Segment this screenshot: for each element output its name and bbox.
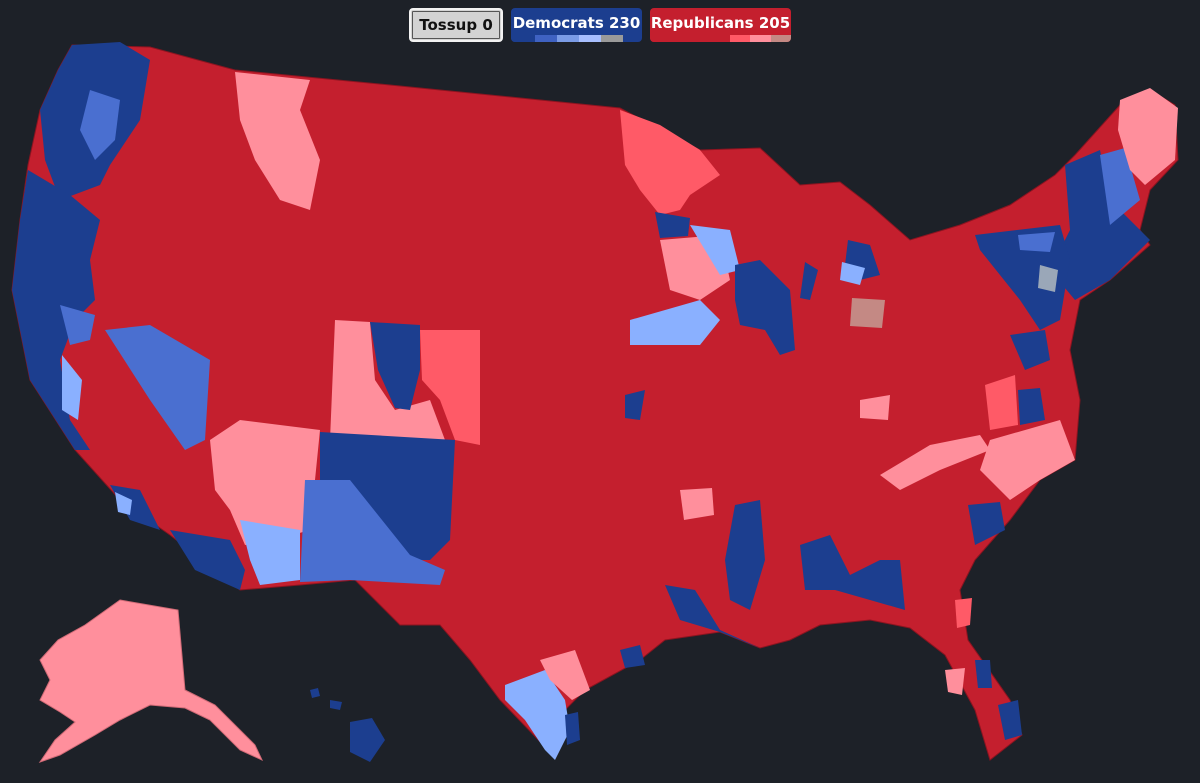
democrats-rating-bar xyxy=(511,35,642,42)
district-lean-r[interactable] xyxy=(235,72,320,210)
rating-segment xyxy=(650,35,708,42)
tossup-button[interactable]: Tossup 0 xyxy=(409,8,503,42)
hawaii-region[interactable] xyxy=(310,688,385,762)
district-lean-r[interactable] xyxy=(540,650,590,700)
district-lean-r[interactable] xyxy=(210,420,320,545)
rating-segment xyxy=(771,35,791,42)
district-safe-d[interactable] xyxy=(665,585,760,648)
alaska-region[interactable] xyxy=(38,599,264,763)
district-safe-d[interactable] xyxy=(725,500,765,610)
district-safe-d[interactable] xyxy=(998,700,1022,740)
district-safe-d[interactable] xyxy=(320,432,455,560)
district-lean-d[interactable] xyxy=(62,355,82,420)
district-likely-d[interactable] xyxy=(80,90,120,160)
district-safe-d[interactable] xyxy=(170,530,245,590)
district-likely-r[interactable] xyxy=(955,598,972,628)
republicans-rating-bar xyxy=(650,35,791,42)
rating-segment xyxy=(601,35,623,42)
district-safe-d[interactable] xyxy=(655,212,690,238)
district-safe-d[interactable] xyxy=(1018,388,1045,425)
district-likely-d[interactable] xyxy=(60,305,95,345)
district-lean-d[interactable] xyxy=(115,492,132,515)
district-safe-d[interactable] xyxy=(968,502,1005,545)
district-safe-d[interactable] xyxy=(565,712,580,745)
district-safe-d[interactable] xyxy=(1010,330,1050,370)
district-safe-d[interactable] xyxy=(800,535,905,610)
democrats-label: Democrats 230 xyxy=(512,14,641,32)
district-safe-d[interactable] xyxy=(625,390,645,420)
district-lean-d[interactable] xyxy=(840,262,865,285)
district-lean-d[interactable] xyxy=(690,225,740,275)
district-likely-d[interactable] xyxy=(1018,232,1055,252)
district-tilt-d[interactable] xyxy=(1038,265,1058,292)
district-safe-d[interactable] xyxy=(370,322,420,410)
rating-segment xyxy=(535,35,557,42)
district-safe-d[interactable] xyxy=(800,262,818,300)
rating-segment xyxy=(511,35,535,42)
rating-segment xyxy=(557,35,579,42)
district-lean-r[interactable] xyxy=(1118,88,1178,185)
republicans-label: Republicans 205 xyxy=(650,14,791,32)
district-lean-r[interactable] xyxy=(680,488,714,520)
district-likely-d[interactable] xyxy=(300,480,445,585)
district-likely-r[interactable] xyxy=(620,110,720,215)
district-lean-d[interactable] xyxy=(240,520,300,585)
district-safe-d[interactable] xyxy=(735,260,795,355)
rating-segment xyxy=(708,35,730,42)
district-safe-d[interactable] xyxy=(975,660,992,688)
rating-segment xyxy=(579,35,601,42)
district-lean-r[interactable] xyxy=(330,320,445,440)
district-lean-r[interactable] xyxy=(980,420,1075,500)
map-districts xyxy=(12,42,1178,760)
district-lean-r[interactable] xyxy=(860,395,890,420)
district-safe-d[interactable] xyxy=(1050,150,1150,300)
district-likely-d[interactable] xyxy=(105,325,210,450)
district-lean-d[interactable] xyxy=(630,300,720,345)
district-tilt-r[interactable] xyxy=(850,298,885,328)
rating-segment xyxy=(750,35,771,42)
district-lean-d[interactable] xyxy=(505,670,570,760)
district-lean-r[interactable] xyxy=(880,435,990,490)
tossup-label: Tossup 0 xyxy=(419,16,493,34)
district-safe-d[interactable] xyxy=(12,170,100,450)
district-safe-d[interactable] xyxy=(620,645,645,668)
rating-segment xyxy=(730,35,750,42)
republicans-button[interactable]: Republicans 205 xyxy=(650,8,791,42)
district-likely-r[interactable] xyxy=(985,375,1018,430)
party-toolbar: Tossup 0 Democrats 230 Republicans 205 xyxy=(0,8,1200,42)
democrats-button[interactable]: Democrats 230 xyxy=(511,8,642,42)
district-lean-r[interactable] xyxy=(945,668,965,695)
district-likely-r[interactable] xyxy=(420,330,480,445)
